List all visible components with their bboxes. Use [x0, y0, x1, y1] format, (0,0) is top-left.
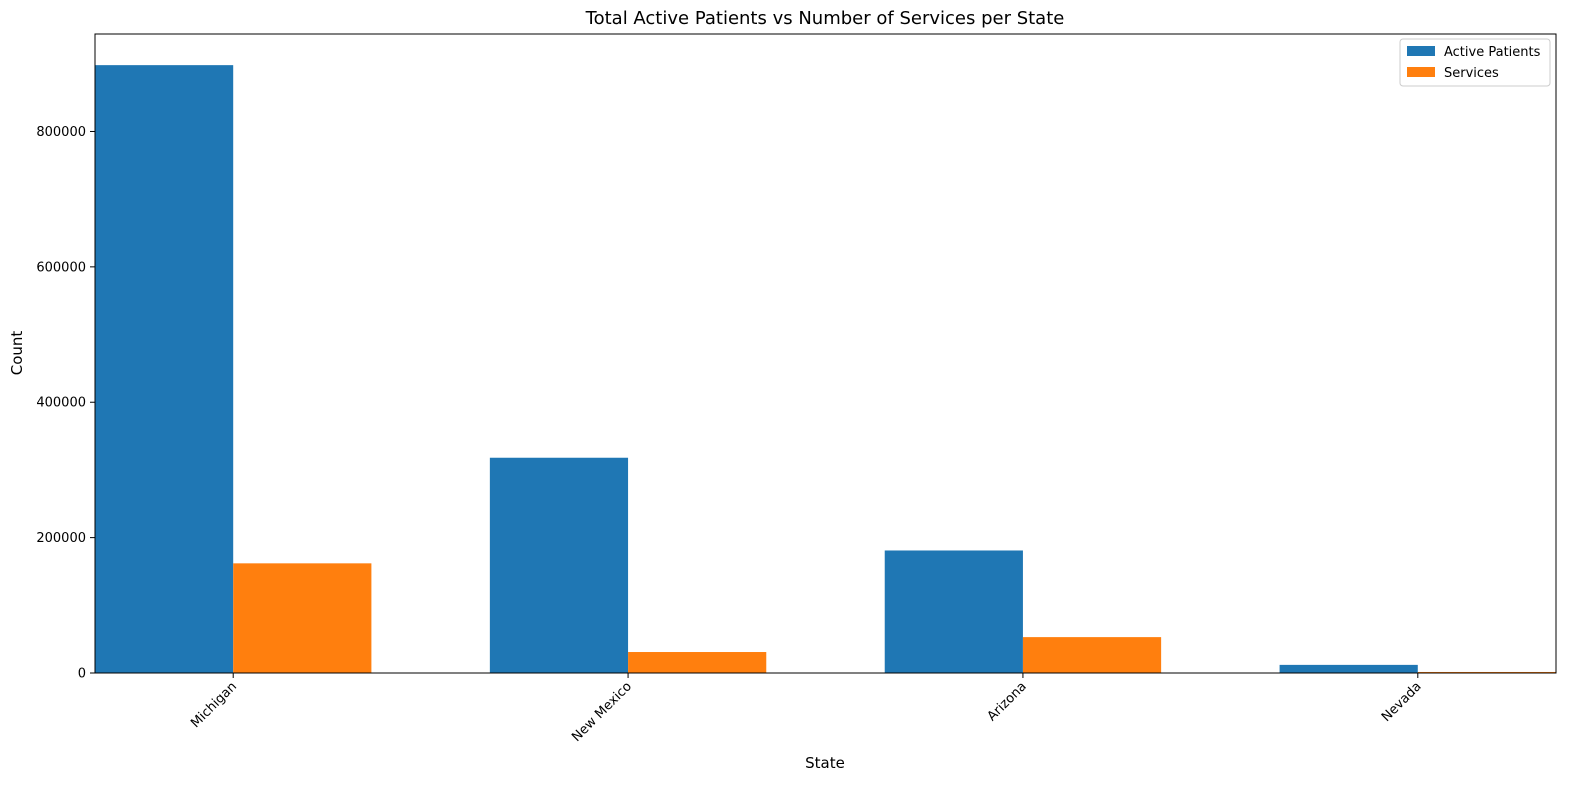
bar-active-patients-nevada — [1279, 664, 1418, 673]
x-tick-label-new-mexico: New Mexico — [569, 679, 635, 745]
plot-frame — [94, 33, 1557, 674]
legend-label-active-patients: Active Patients — [1444, 45, 1541, 60]
y-tick-label-600000: 600000 — [36, 260, 86, 275]
legend-swatch-services — [1407, 67, 1435, 77]
legend-swatch-active-patients — [1407, 46, 1435, 56]
x-axis-label: State — [805, 754, 845, 772]
bar-services-nevada — [1417, 671, 1556, 673]
y-tick-label-0: 0 — [78, 667, 86, 682]
y-axis-label: Count — [8, 331, 26, 376]
legend: Active Patients Services — [1399, 38, 1551, 87]
bar-active-patients-michigan — [95, 65, 234, 673]
chart-title: Total Active Patients vs Number of Servi… — [585, 8, 1065, 29]
bar-services-arizona — [1022, 637, 1162, 673]
y-tick-label-800000: 800000 — [36, 125, 86, 140]
plot-area: Michigan New Mexico Arizona Nevada 0 200000 40… — [36, 65, 1556, 745]
bar-active-patients-arizona — [884, 550, 1023, 673]
x-tick-label-arizona: Arizona — [985, 679, 1030, 724]
y-tick-label-200000: 200000 — [36, 531, 86, 546]
bar-services-michigan — [233, 563, 372, 673]
x-tick-label-nevada: Nevada — [1379, 679, 1425, 725]
legend-box — [1399, 38, 1551, 87]
x-tick-label-michigan: Michigan — [188, 679, 240, 731]
y-tick-label-400000: 400000 — [36, 396, 86, 411]
bar-active-patients-new-mexico — [489, 457, 629, 673]
bar-services-new-mexico — [628, 652, 767, 673]
legend-label-services: Services — [1444, 66, 1499, 81]
